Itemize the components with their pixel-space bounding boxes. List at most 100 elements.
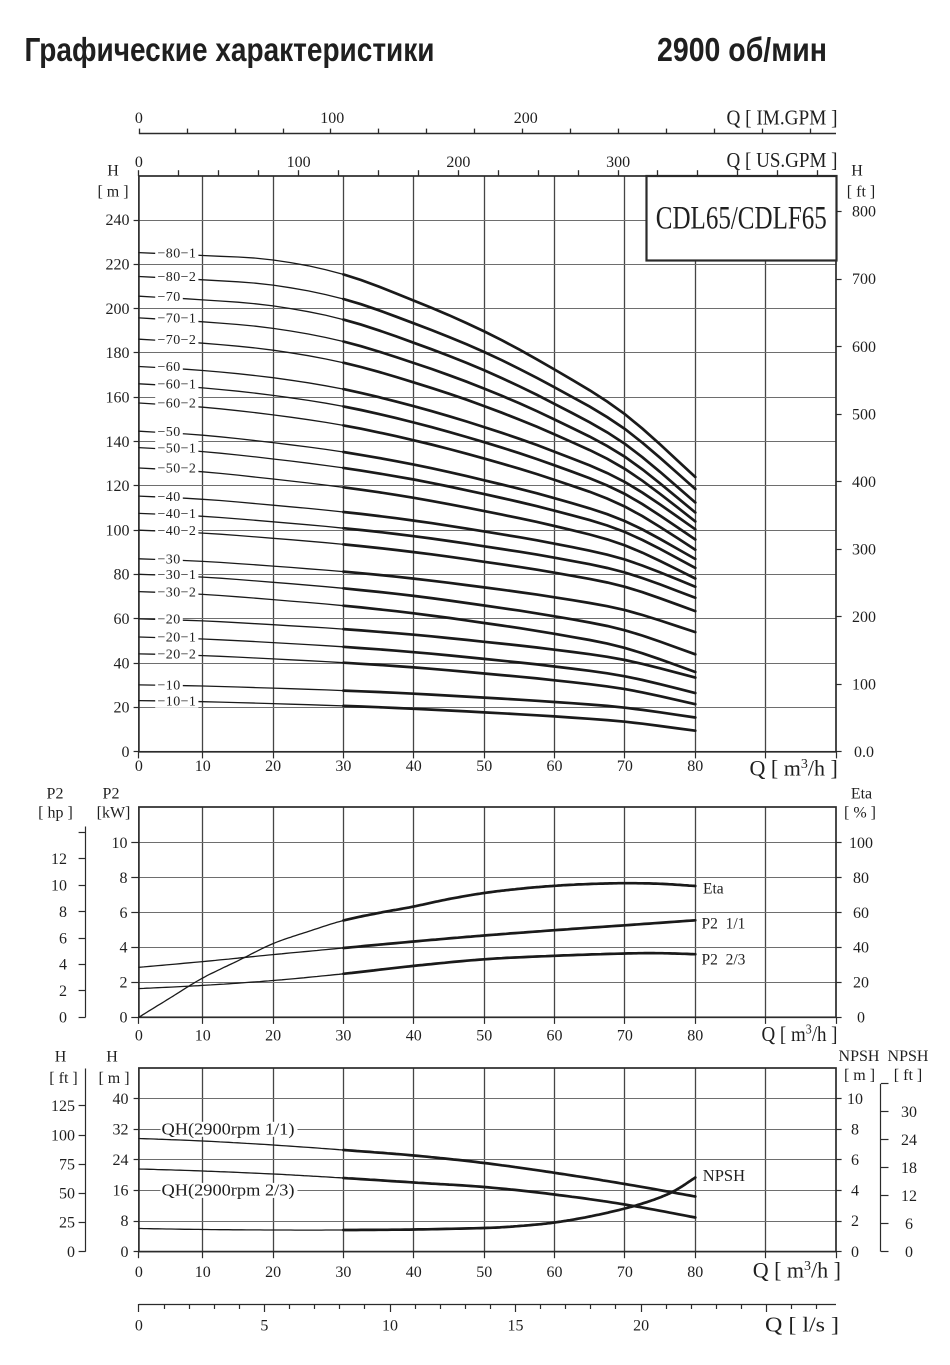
svg-text:30: 30 — [335, 1264, 351, 1281]
svg-text:8: 8 — [59, 904, 67, 921]
svg-text:800: 800 — [852, 204, 876, 221]
svg-text:0: 0 — [135, 1264, 143, 1281]
svg-text:6: 6 — [851, 1152, 859, 1169]
svg-text:20: 20 — [633, 1317, 649, 1334]
svg-text:8: 8 — [121, 1213, 129, 1230]
svg-text:[ ft ]: [ ft ] — [847, 184, 875, 201]
svg-text:2900 об/мин: 2900 об/мин — [657, 31, 827, 68]
svg-text:8: 8 — [851, 1121, 859, 1138]
svg-text:30: 30 — [335, 758, 351, 775]
svg-text:300: 300 — [606, 154, 630, 171]
svg-text:30: 30 — [335, 1028, 351, 1045]
svg-text:70: 70 — [617, 758, 633, 775]
svg-text:20: 20 — [853, 975, 869, 992]
svg-text:Q [ IM.GPM ]: Q [ IM.GPM ] — [727, 106, 838, 130]
svg-text:−60−2: −60−2 — [158, 397, 197, 412]
svg-text:NPSH: NPSH — [839, 1048, 880, 1065]
svg-text:15: 15 — [508, 1317, 524, 1334]
svg-text:[ ft ]: [ ft ] — [894, 1067, 922, 1084]
svg-text:80: 80 — [687, 1264, 703, 1281]
svg-text:40: 40 — [406, 1028, 422, 1045]
svg-text:H: H — [851, 163, 863, 180]
svg-text:Q [ m3/h ]: Q [ m3/h ] — [762, 1021, 838, 1046]
svg-text:−70−2: −70−2 — [158, 333, 197, 348]
svg-text:4: 4 — [120, 940, 128, 957]
svg-text:P2: P2 — [47, 786, 64, 803]
svg-text:200: 200 — [514, 110, 538, 127]
svg-text:10: 10 — [51, 878, 67, 895]
svg-text:40: 40 — [113, 1091, 129, 1108]
svg-text:2: 2 — [59, 983, 67, 1000]
svg-text:−10−1: −10−1 — [158, 694, 197, 709]
svg-text:200: 200 — [852, 609, 876, 626]
svg-text:50: 50 — [476, 758, 492, 775]
svg-text:40: 40 — [406, 758, 422, 775]
svg-text:16: 16 — [113, 1183, 129, 1200]
svg-text:10: 10 — [382, 1317, 398, 1334]
svg-text:400: 400 — [852, 474, 876, 491]
svg-text:NPSH: NPSH — [888, 1048, 929, 1065]
svg-text:60: 60 — [853, 905, 869, 922]
svg-text:60: 60 — [114, 611, 130, 628]
svg-text:Q [ m3/h ]: Q [ m3/h ] — [753, 1257, 841, 1282]
svg-text:CDL65/CDLF65: CDL65/CDLF65 — [656, 201, 827, 237]
svg-text:50: 50 — [476, 1264, 492, 1281]
svg-text:40: 40 — [114, 655, 130, 672]
svg-text:−20−1: −20−1 — [158, 631, 197, 646]
svg-text:[ % ]: [ % ] — [844, 805, 876, 822]
svg-text:200: 200 — [106, 301, 130, 318]
svg-text:80: 80 — [687, 758, 703, 775]
svg-text:25: 25 — [59, 1215, 75, 1232]
svg-text:500: 500 — [852, 406, 876, 423]
svg-text:−50−1: −50−1 — [158, 441, 197, 456]
svg-text:5: 5 — [260, 1317, 268, 1334]
svg-text:30: 30 — [901, 1104, 917, 1121]
svg-text:[ hp ]: [ hp ] — [38, 805, 73, 822]
svg-text:20: 20 — [114, 700, 130, 717]
svg-text:80: 80 — [853, 870, 869, 887]
svg-text:70: 70 — [617, 1264, 633, 1281]
svg-text:60: 60 — [547, 1028, 563, 1045]
svg-text:8: 8 — [120, 870, 128, 887]
svg-text:0: 0 — [851, 1244, 859, 1261]
svg-text:−60: −60 — [158, 360, 181, 375]
svg-text:−50: −50 — [158, 425, 181, 440]
svg-text:100: 100 — [287, 154, 311, 171]
svg-text:24: 24 — [113, 1152, 129, 1169]
svg-text:Q [ l/s ]: Q [ l/s ] — [765, 1313, 839, 1337]
svg-text:20: 20 — [265, 758, 281, 775]
svg-text:2: 2 — [120, 975, 128, 992]
svg-text:[kW]: [kW] — [97, 805, 131, 822]
svg-text:12: 12 — [901, 1188, 917, 1205]
svg-text:100: 100 — [320, 110, 344, 127]
svg-text:20: 20 — [265, 1028, 281, 1045]
svg-text:220: 220 — [106, 257, 130, 274]
svg-text:0: 0 — [857, 1010, 865, 1027]
svg-text:NPSH: NPSH — [703, 1166, 745, 1185]
svg-text:Q [ m3/h ]: Q [ m3/h ] — [750, 756, 838, 781]
svg-text:60: 60 — [547, 758, 563, 775]
svg-text:H: H — [107, 163, 119, 180]
svg-text:50: 50 — [59, 1186, 75, 1203]
svg-text:6: 6 — [905, 1216, 913, 1233]
svg-text:0: 0 — [122, 744, 130, 761]
svg-text:0: 0 — [121, 1244, 129, 1261]
svg-text:10: 10 — [195, 1028, 211, 1045]
svg-text:75: 75 — [59, 1156, 75, 1173]
svg-text:2: 2 — [851, 1213, 859, 1230]
svg-text:12: 12 — [51, 851, 67, 868]
svg-text:−40−1: −40−1 — [158, 507, 197, 522]
svg-text:H: H — [106, 1049, 118, 1066]
svg-text:125: 125 — [51, 1098, 75, 1115]
svg-text:0: 0 — [135, 758, 143, 775]
svg-text:[ ft ]: [ ft ] — [49, 1070, 77, 1087]
svg-text:−40: −40 — [158, 490, 181, 505]
svg-text:QH(2900rpm 2/3): QH(2900rpm 2/3) — [162, 1180, 295, 1199]
svg-text:18: 18 — [901, 1160, 917, 1177]
svg-text:−40−2: −40−2 — [158, 524, 197, 539]
svg-text:700: 700 — [852, 271, 876, 288]
svg-text:−20−2: −20−2 — [158, 648, 197, 663]
svg-text:H: H — [55, 1049, 67, 1066]
svg-text:−30−2: −30−2 — [158, 585, 197, 600]
svg-text:−70−1: −70−1 — [158, 312, 197, 327]
